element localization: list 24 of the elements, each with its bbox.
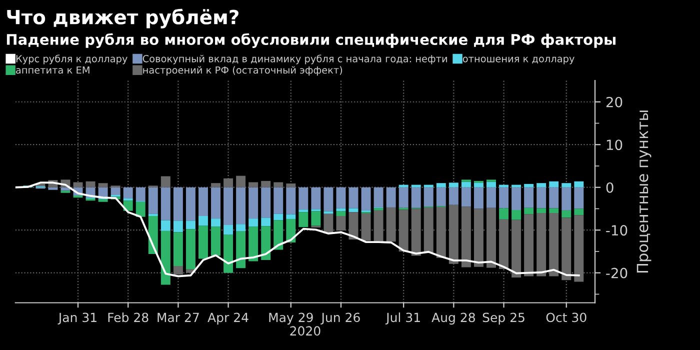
chart-title: Что движет рублём?	[7, 8, 238, 28]
x-axis-title: 2020	[290, 326, 320, 336]
x-tick-label: Feb 28	[108, 312, 148, 322]
legend-label: настроений к РФ (остаточный эффект)	[143, 66, 342, 76]
legend-label: Курс рубля к доллару	[16, 54, 128, 64]
legend-label: Совокупный вклад в динамику рубля с начала года: нефти	[142, 54, 447, 64]
x-tick-label: Aug 28	[432, 312, 475, 325]
x-tick-label: Sep 25	[482, 312, 524, 325]
x-tick-label: May 29	[269, 312, 313, 325]
y-tick-label: 10	[606, 140, 622, 150]
chart-subtitle: Падение рубля во многом обусловили специфические для РФ факторы	[6, 33, 616, 48]
x-tick-label: Jan 31	[58, 312, 96, 324]
y-tick-label: 20	[606, 96, 622, 108]
legend-label: аппетита к EM	[16, 66, 90, 74]
x-tick-label: Mar 27	[158, 312, 199, 322]
y-tick-label: -10	[606, 225, 628, 236]
x-tick-label: Jul 31	[385, 312, 420, 324]
x-tick-label: Apr 24	[208, 312, 248, 325]
legend-label: отношения к доллару	[462, 56, 574, 64]
y-axis-title: Процентные пункты	[636, 110, 652, 272]
y-tick-label: 0	[606, 182, 614, 193]
x-tick-label: Oct 30	[546, 312, 586, 322]
x-tick-label: Jun 26	[320, 312, 360, 324]
y-tick-label: -20	[606, 268, 628, 278]
